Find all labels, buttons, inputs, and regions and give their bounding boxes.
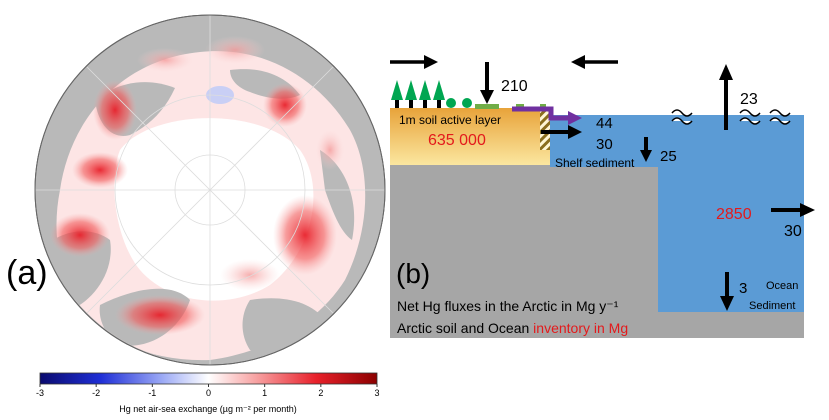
ocean-body (658, 115, 804, 312)
flux-ocean-burial: 3 (739, 280, 747, 297)
flux-shelf-burial: 25 (660, 148, 677, 165)
colorbar-tick-label: 0 (206, 388, 211, 398)
shrub-icon (446, 98, 456, 108)
wave-icon (769, 109, 791, 125)
grass-icon (475, 104, 499, 109)
panel-a-label: (a) (6, 254, 48, 292)
colorbar-tick-label: 1 (262, 388, 267, 398)
flux-evasion: 23 (740, 91, 758, 108)
soil-layer (390, 108, 550, 165)
soil-bedrock (390, 165, 660, 338)
colorbar-tick-label: 2 (318, 388, 323, 398)
colorbar: -3 -2 -1 0 1 2 3 Hg net air-sea exchange (µg m… (36, 372, 380, 414)
tree-icon (433, 80, 445, 108)
colorbar-tick-label: -3 (36, 388, 44, 398)
tree-icon (419, 80, 431, 108)
ocean-sediment-block (658, 312, 804, 338)
coastal-erosion (540, 108, 550, 150)
erosion-arrow (541, 125, 582, 139)
wave-icon (671, 109, 693, 125)
polar-map (34, 14, 386, 366)
flux-deposition: 210 (501, 78, 528, 95)
caption-line-2-prefix: Arctic soil and Ocean (397, 320, 533, 336)
deposition-arrow (480, 62, 494, 104)
wind-arrow-left (571, 55, 618, 69)
ocean-sediment-label-top: Ocean (766, 280, 798, 292)
wind-arrow-right (390, 55, 438, 69)
panel-b-label: (b) (396, 258, 430, 289)
outflow-arrow (771, 203, 815, 217)
soil-layer-label: 1m soil active layer (399, 113, 501, 127)
ocean-sediment-label-bottom: Sediment (749, 300, 795, 312)
colorbar-tick-label: -1 (148, 388, 156, 398)
colorbar-tick-label: -2 (92, 388, 100, 398)
flux-outflow: 30 (784, 223, 802, 240)
ocean-burial-arrow (720, 272, 734, 311)
caption-line-2: Arctic soil and Ocean inventory in Mg (397, 320, 628, 336)
evasion-arrow (719, 64, 733, 130)
flux-erosion: 30 (596, 136, 613, 153)
shelf-burial-arrow (640, 137, 652, 162)
soil-inventory: 635 000 (428, 132, 486, 149)
schematic: 210 44 30 25 23 30 (390, 55, 815, 338)
caption-line-2-highlight: inventory in Mg (533, 320, 628, 336)
colorbar-caption: Hg net air-sea exchange (µg m⁻² per mont… (119, 404, 297, 414)
colorbar-tick-label: 3 (374, 388, 379, 398)
ocean-inventory: 2850 (716, 206, 752, 223)
river-arrow (512, 106, 582, 125)
wave-icon (739, 109, 761, 125)
tree-icon (391, 80, 403, 108)
shrub-icon (462, 98, 472, 108)
caption-line-1: Net Hg fluxes in the Arctic in Mg y⁻¹ (397, 298, 619, 314)
tree-icon (405, 80, 417, 108)
flux-river: 44 (596, 115, 613, 132)
shelf-sediment-label: Shelf sediment (555, 156, 635, 170)
